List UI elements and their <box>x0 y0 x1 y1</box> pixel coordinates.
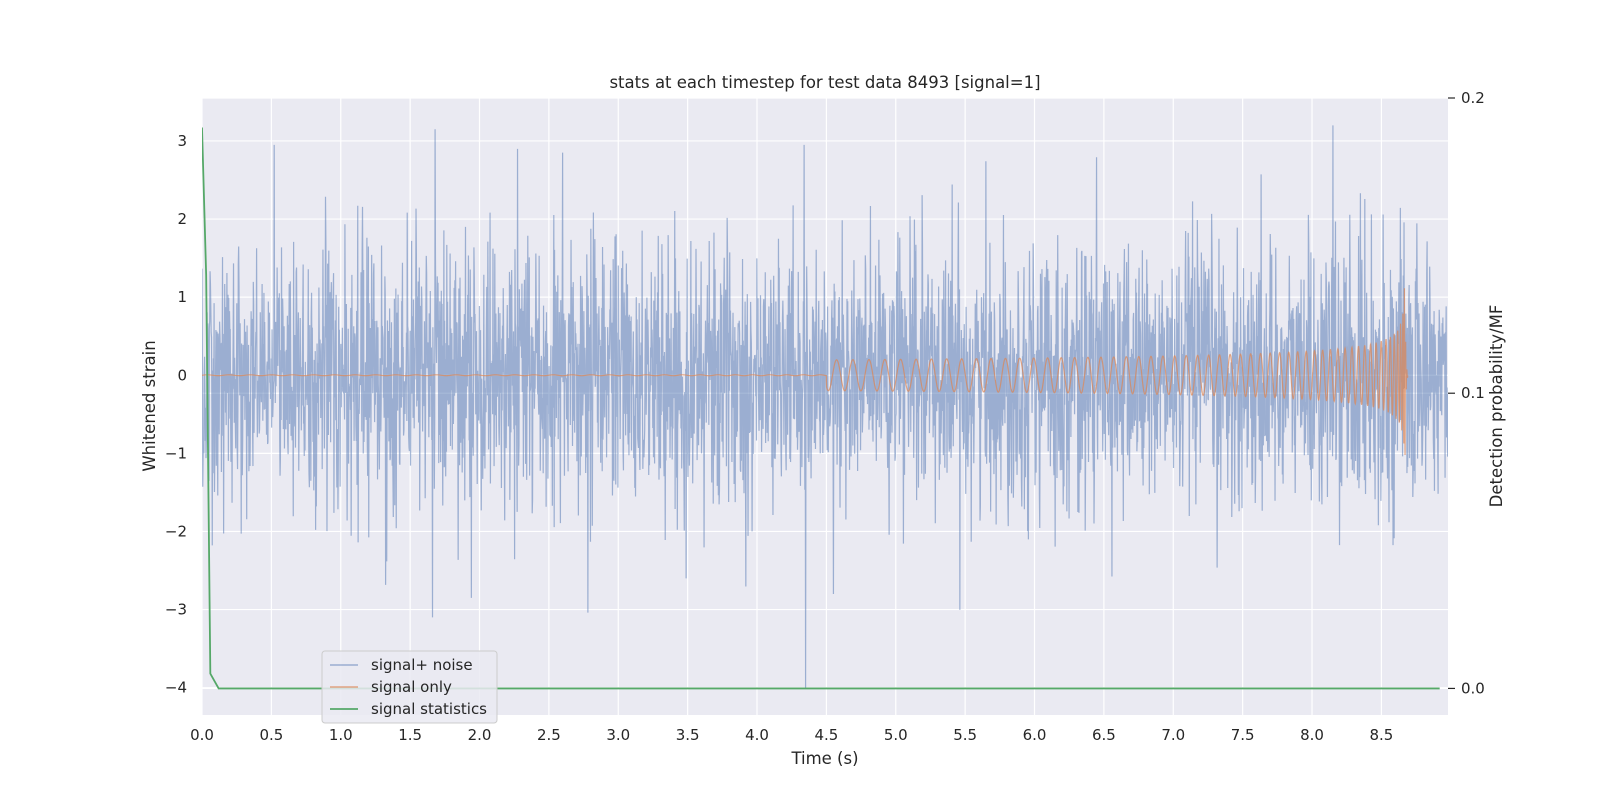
x-tick-label: 8.5 <box>1369 726 1393 744</box>
x-tick-label: 5.5 <box>953 726 977 744</box>
y-tick-label: −3 <box>165 601 187 619</box>
y2-axis-label: Detection probability/MF <box>1487 305 1506 508</box>
x-tick-label: 1.0 <box>329 726 353 744</box>
legend: signal+ noise signal only signal statist… <box>321 650 498 724</box>
x-tick-label: 4.5 <box>814 726 838 744</box>
x-tick-label: 3.0 <box>606 726 630 744</box>
y2-axis-ticks: 0.0 0.1 0.2 <box>1448 89 1485 697</box>
y2-tick-label: 0.1 <box>1461 384 1485 402</box>
x-tick-label: 0.0 <box>190 726 214 744</box>
x-tick-label: 8.0 <box>1300 726 1324 744</box>
series-layer <box>202 125 1448 690</box>
x-axis-ticks: 0.0 0.5 1.0 1.5 2.0 2.5 3.0 3.5 4.0 4.5 5.0 5.5 6.0 6… <box>190 726 1393 744</box>
x-tick-label: 6.0 <box>1023 726 1047 744</box>
legend-label-signal-noise: signal+ noise <box>371 656 473 674</box>
x-tick-label: 3.5 <box>676 726 700 744</box>
series-signal-statistics-line <box>202 127 1440 690</box>
x-tick-label: 4.0 <box>745 726 769 744</box>
y2-tick-label: 0.2 <box>1461 89 1485 107</box>
y-tick-label: 3 <box>177 132 187 150</box>
x-tick-label: 0.5 <box>259 726 283 744</box>
y-axis-label: Whitened strain <box>140 340 159 471</box>
y2-tick-label: 0.0 <box>1461 679 1485 697</box>
y-tick-label: 0 <box>177 366 187 384</box>
y-tick-label: −1 <box>165 444 187 462</box>
x-tick-label: 6.5 <box>1092 726 1116 744</box>
x-tick-label: 7.0 <box>1161 726 1185 744</box>
y-tick-label: 1 <box>177 288 187 306</box>
chart-title: stats at each timestep for test data 849… <box>609 73 1040 92</box>
legend-label-signal-only: signal only <box>371 678 452 696</box>
y-tick-label: −4 <box>165 679 187 697</box>
y-tick-label: −2 <box>165 522 187 540</box>
series-signal-noise-line <box>202 125 1448 688</box>
y-tick-label: 2 <box>177 210 187 228</box>
legend-box <box>321 650 498 724</box>
x-tick-label: 1.5 <box>398 726 422 744</box>
x-tick-label: 2.5 <box>537 726 561 744</box>
series-signal-only-line <box>202 288 1409 455</box>
legend-label-signal-statistics: signal statistics <box>371 700 487 718</box>
x-tick-label: 5.0 <box>884 726 908 744</box>
x-axis-label: Time (s) <box>790 749 858 768</box>
x-tick-label: 7.5 <box>1231 726 1255 744</box>
x-tick-label: 2.0 <box>468 726 492 744</box>
y-axis-ticks: −4 −3 −2 −1 0 1 2 3 <box>165 132 187 697</box>
